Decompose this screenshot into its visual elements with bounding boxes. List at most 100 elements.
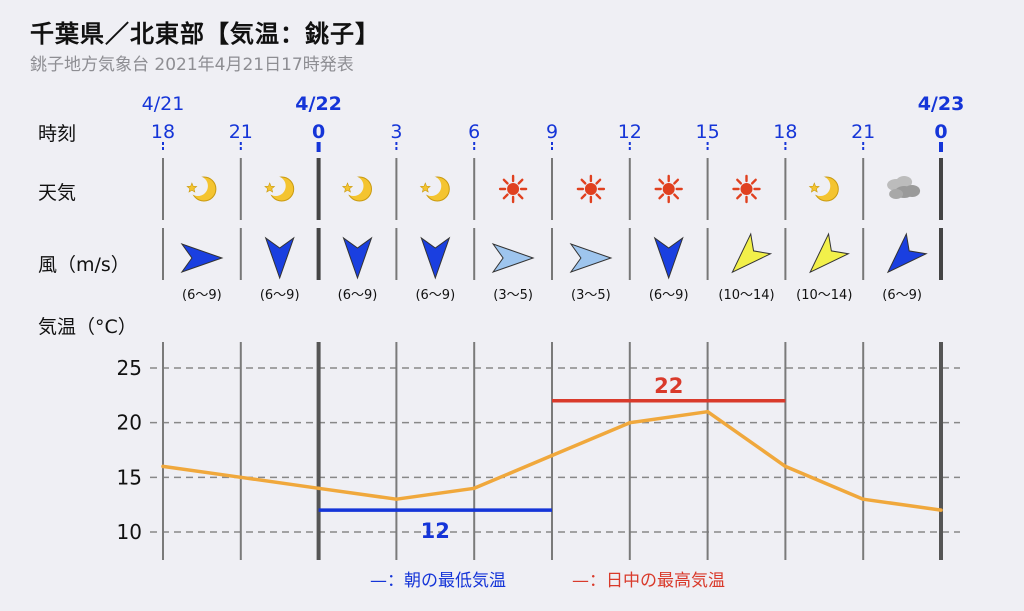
- temperature-point: [550, 453, 554, 458]
- weather-row-label: 天気: [38, 182, 76, 204]
- wind-arrow-icon: [342, 236, 373, 280]
- hour-label: 18: [151, 121, 175, 143]
- sun-disc: [740, 183, 753, 195]
- night-clear-icon: [186, 176, 217, 202]
- temperature-point: [861, 497, 865, 502]
- sunny-icon: [732, 174, 761, 204]
- legend-max: —：日中の最高気温: [572, 571, 725, 591]
- wind-speed-label: (6〜9): [182, 288, 222, 303]
- wind-speed-label: (6〜9): [415, 288, 455, 303]
- sun-ray: [595, 178, 602, 185]
- temperature-point: [161, 464, 165, 469]
- wind-arrow-shape: [264, 236, 295, 280]
- hour-label: 21: [229, 121, 253, 143]
- sun-ray: [502, 178, 509, 185]
- cloud-front: [889, 185, 921, 199]
- wind-arrow-shape: [491, 243, 535, 273]
- sun-ray: [736, 178, 743, 185]
- wind-arrow-icon: [420, 236, 451, 280]
- cloudy-icon: [887, 176, 921, 199]
- wind-arrow-icon: [491, 243, 535, 273]
- night-clear-icon: [419, 176, 450, 202]
- wind-speed-label: (10〜14): [718, 288, 774, 303]
- wind-row-label: 風（m/s）: [38, 254, 130, 276]
- cloud-part: [896, 176, 913, 188]
- sun-disc: [584, 183, 597, 195]
- sunny-icon: [498, 174, 528, 204]
- hour-label: 3: [390, 121, 402, 143]
- sun-disc: [507, 183, 520, 195]
- sun-ray: [658, 193, 665, 200]
- wind-arrow-shape: [342, 236, 373, 280]
- wind-speed-label: (6〜9): [882, 288, 922, 303]
- max-temp-label: 22: [654, 374, 683, 398]
- wind-speed-label: (6〜9): [338, 288, 378, 303]
- temperature-point: [628, 420, 632, 425]
- wind-arrow-shape: [886, 232, 928, 274]
- sunny-icon: [654, 174, 683, 204]
- wind-arrow-shape: [653, 236, 684, 280]
- wind-arrow-icon: [809, 232, 850, 274]
- temp-row-label: 気温（°C）: [38, 316, 137, 338]
- temperature-point: [472, 486, 477, 491]
- temperature-point: [239, 475, 243, 480]
- night-clear-icon: [341, 176, 372, 202]
- page-title: 千葉県／北東部【気温：銚子】: [30, 20, 380, 48]
- sunny-icon: [576, 174, 606, 204]
- sun-ray: [517, 193, 524, 200]
- night-clear-icon: [264, 176, 295, 202]
- cloud-part: [889, 189, 904, 199]
- sun-disc: [662, 183, 675, 195]
- wind-speed-label: (10〜14): [796, 288, 852, 303]
- wind-arrow-shape: [809, 232, 850, 274]
- y-tick-label: 25: [117, 356, 142, 380]
- y-tick-label: 10: [117, 520, 142, 544]
- min-temp-label: 12: [421, 519, 450, 543]
- sun-ray: [502, 193, 509, 200]
- sun-ray: [658, 178, 665, 185]
- hour-label: 21: [851, 121, 875, 143]
- y-tick-label: 15: [117, 465, 142, 489]
- hour-label: 12: [618, 121, 642, 143]
- sun-ray: [673, 193, 680, 200]
- wind-speed-label: (6〜9): [649, 288, 689, 303]
- legend-min: —：朝の最低気温: [370, 571, 506, 591]
- wind-speed-label: (6〜9): [260, 288, 300, 303]
- hour-label: 18: [773, 121, 797, 143]
- sun-ray: [750, 178, 757, 185]
- temperature-point: [705, 409, 710, 414]
- wind-arrow-shape: [420, 236, 451, 280]
- date-label: 4/23: [918, 93, 965, 115]
- star-shape: [419, 182, 431, 193]
- hour-label: 0: [934, 121, 947, 143]
- sun-ray: [580, 193, 587, 200]
- wind-arrow-icon: [180, 243, 224, 273]
- star-shape: [341, 182, 354, 193]
- hour-label: 0: [312, 121, 325, 143]
- wind-arrow-icon: [264, 236, 295, 280]
- wind-speed-label: (3〜5): [571, 288, 611, 303]
- star-shape: [264, 182, 276, 193]
- cloud-part: [904, 185, 921, 197]
- wind-arrow-shape: [731, 232, 773, 274]
- hour-label: 6: [468, 121, 480, 143]
- wind-speed-label: (3〜5): [493, 288, 533, 303]
- wind-arrow-icon: [569, 243, 613, 273]
- sun-ray: [750, 193, 757, 200]
- date-label: 4/22: [295, 93, 342, 115]
- wind-arrow-icon: [886, 232, 928, 274]
- sun-ray: [736, 193, 743, 200]
- star-shape: [808, 182, 820, 193]
- sun-ray: [517, 178, 524, 185]
- y-tick-label: 20: [117, 411, 142, 435]
- wind-arrow-shape: [569, 243, 613, 273]
- time-row-label: 時刻: [38, 123, 76, 145]
- sun-ray: [595, 193, 602, 200]
- date-label: 4/21: [142, 93, 185, 115]
- page-subtitle: 銚子地方気象台 2021年4月21日17時発表: [30, 55, 354, 75]
- temperature-point: [316, 486, 321, 491]
- wind-arrow-icon: [731, 232, 773, 274]
- hour-label: 9: [546, 121, 558, 143]
- star-shape: [186, 182, 198, 193]
